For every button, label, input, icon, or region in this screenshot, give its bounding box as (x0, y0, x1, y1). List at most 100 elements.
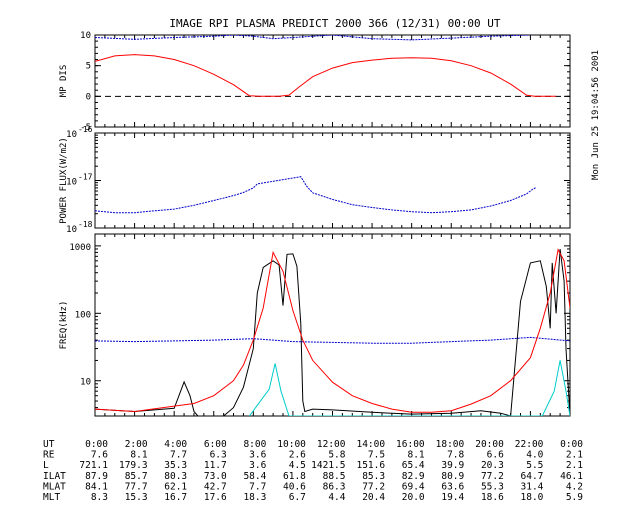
table-cell: 80.9 (441, 471, 464, 482)
panel-3: 10 100 1000 FREQ(kHz) (59, 233, 571, 417)
table-cell: 1421.5 (311, 460, 345, 471)
table-cell: 2.6 (289, 450, 306, 461)
series-line-3 (95, 248, 570, 413)
table-cell: 5.9 (566, 492, 583, 503)
table-cell: 46.1 (560, 471, 583, 482)
table-cell: 22:00 (515, 439, 544, 450)
table-cell: 6:00 (204, 439, 227, 450)
table-cell: 77.7 (125, 481, 148, 492)
panel-frame (94, 132, 571, 229)
y-tick-label: 5 (86, 62, 91, 72)
date-stamp: Mon Jun 25 19:04:56 2001 (591, 50, 601, 180)
table-cell: 5.5 (526, 460, 543, 471)
table-cell: 20:00 (475, 439, 504, 450)
y-axis-label: POWER FLUX(W/m2) (59, 137, 69, 224)
table-cell: 8.1 (130, 450, 147, 461)
table-cell: 31.4 (521, 481, 544, 492)
table-cell: 12:00 (317, 439, 346, 450)
table-cell: 7.7 (170, 450, 187, 461)
y-tick-exponent: -16 (78, 125, 93, 134)
table-cell: 3.6 (249, 450, 266, 461)
table-cell: 11.7 (204, 460, 227, 471)
table-cell: 6.7 (289, 492, 306, 503)
y-tick-label: 0 (86, 92, 91, 102)
table-cell: 7.8 (447, 450, 464, 461)
y-tick-exponent: -18 (78, 220, 93, 229)
series-line-4 (248, 360, 570, 416)
table-cell: 20.4 (362, 492, 385, 503)
table-cell: 2.1 (566, 450, 583, 461)
y-tick-label: 1000 (69, 243, 91, 253)
ephemeris-table: UT 0:00 2:00 4:00 6:00 8:00 10:00 12:00 14:00 16:… (43, 439, 583, 503)
table-cell: 4.4 (328, 492, 345, 503)
table-row-label: UT (43, 439, 55, 450)
table-cell: 6.6 (487, 450, 504, 461)
table-cell: 15.3 (125, 492, 148, 503)
y-tick-label: 10 (66, 130, 77, 140)
table-cell: 14:00 (356, 439, 385, 450)
table-cell: 20.0 (402, 492, 425, 503)
table-cell: 87.9 (85, 471, 108, 482)
y-tick-label: 10 (66, 178, 77, 188)
table-cell: 85.3 (362, 471, 385, 482)
table-cell: 179.3 (119, 460, 148, 471)
y-tick-label: 100 (75, 310, 91, 320)
panel-1: -5 0 5 10 MP DIS (59, 31, 571, 133)
table-cell: 18.0 (521, 492, 544, 503)
table-cell: 80.3 (164, 471, 187, 482)
table-cell: 65.4 (402, 460, 425, 471)
table-cell: 0:00 (85, 439, 108, 450)
table-cell: 16.7 (164, 492, 187, 503)
table-cell: 7.7 (249, 481, 266, 492)
table-cell: 2:00 (125, 439, 148, 450)
table-cell: 69.4 (402, 481, 425, 492)
table-cell: 82.9 (402, 471, 425, 482)
table-cell: 77.2 (481, 471, 504, 482)
table-cell: 4.0 (526, 450, 543, 461)
y-axis-label: MP DIS (59, 65, 69, 98)
y-axis-label: FREQ(kHz) (59, 301, 69, 350)
table-cell: 39.9 (441, 460, 464, 471)
table-cell: 35.3 (164, 460, 187, 471)
table-cell: 17.6 (204, 492, 227, 503)
series-line-1 (95, 248, 570, 416)
table-cell: 85.7 (125, 471, 148, 482)
table-row-label: MLAT (43, 481, 66, 492)
table-cell: 73.0 (204, 471, 227, 482)
y-tick-label: 10 (80, 378, 91, 388)
table-cell: 55.3 (481, 481, 504, 492)
table-row-label: MLT (43, 492, 60, 503)
table-cell: 40.6 (283, 481, 306, 492)
table-cell: 62.1 (164, 481, 187, 492)
table-cell: 20.3 (481, 460, 504, 471)
series-line-1 (95, 176, 537, 214)
table-cell: 84.1 (85, 481, 108, 492)
table-cell: 86.3 (323, 481, 346, 492)
y-tick-label: -5 (80, 123, 91, 133)
table-cell: 151.6 (356, 460, 385, 471)
table-cell: 16:00 (396, 439, 425, 450)
series-line-2 (95, 336, 570, 344)
panel-frame (94, 233, 571, 417)
table-cell: 64.7 (521, 471, 544, 482)
table-cell: 7.6 (91, 450, 108, 461)
table-cell: 4:00 (164, 439, 187, 450)
table-cell: 6.3 (210, 450, 227, 461)
series-line-1 (95, 35, 531, 41)
table-cell: 88.5 (323, 471, 346, 482)
table-cell: 8:00 (243, 439, 266, 450)
table-row-label: ILAT (43, 471, 66, 482)
table-cell: 3.6 (249, 460, 266, 471)
table-cell: 8.1 (407, 450, 424, 461)
series-line-2 (95, 54, 557, 97)
table-cell: 5.8 (328, 450, 345, 461)
table-cell: 4.2 (566, 481, 583, 492)
y-tick-exponent: -17 (78, 173, 93, 182)
y-tick-label: 10 (66, 225, 77, 235)
table-row-label: RE (43, 450, 55, 461)
table-cell: 10:00 (277, 439, 306, 450)
table-cell: 2.1 (566, 460, 583, 471)
